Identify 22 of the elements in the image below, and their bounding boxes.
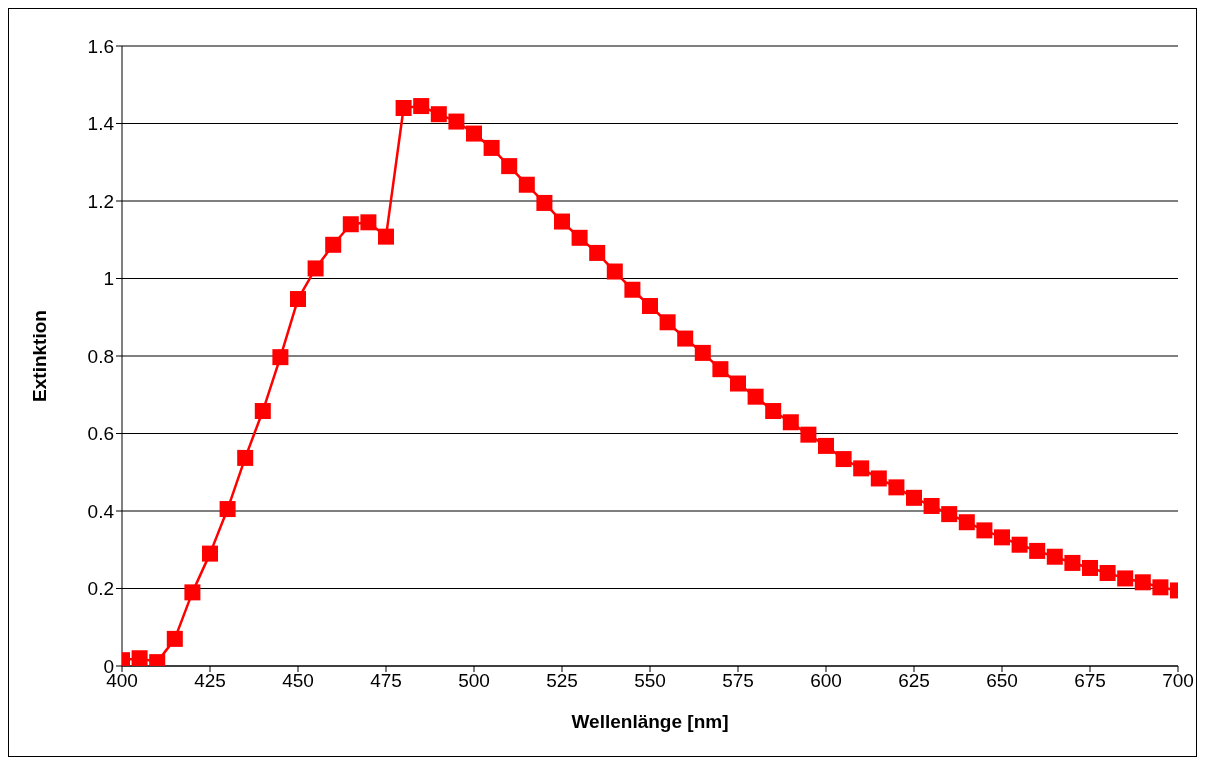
x-tick-label: 600 — [810, 670, 842, 692]
y-tick-label: 0.2 — [87, 578, 114, 600]
x-tick-label: 450 — [282, 670, 314, 692]
x-axis-title: Wellenlänge [nm] — [571, 711, 729, 732]
x-tick-label: 500 — [458, 670, 490, 692]
y-tick-label: 1.2 — [87, 190, 114, 212]
x-tick-label: 575 — [722, 670, 754, 692]
y-axis-title: Extinktion — [28, 310, 50, 402]
x-tick-label: 675 — [1074, 670, 1106, 692]
x-tick-label: 700 — [1162, 670, 1194, 692]
y-tick-label: 1.4 — [87, 113, 115, 135]
x-tick-label: 425 — [194, 670, 226, 692]
y-tick-label: 0.6 — [87, 423, 114, 445]
y-tick-label: 0.8 — [87, 345, 114, 367]
y-tick-label: 1 — [103, 268, 114, 290]
x-tick-label: 650 — [986, 670, 1018, 692]
y-tick-label: 0.4 — [87, 500, 115, 522]
x-tick-label: 550 — [634, 670, 666, 692]
x-tick-label: 625 — [898, 670, 930, 692]
x-tick-label: 475 — [370, 670, 402, 692]
x-tick-label: 525 — [546, 670, 578, 692]
y-tick-label: 1.6 — [87, 35, 114, 57]
